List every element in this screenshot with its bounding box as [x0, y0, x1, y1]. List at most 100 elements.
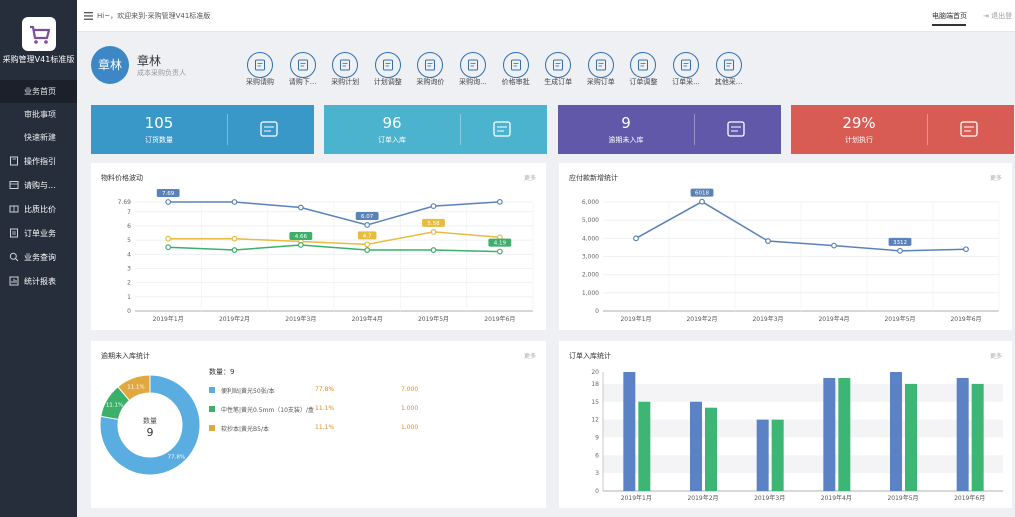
quick-action-1[interactable]: 采购请购: [239, 52, 283, 92]
quick-action-label: 请购下...: [288, 78, 317, 86]
legend-row[interactable]: 软抄本|黄光B5/本 11.1% 1.000: [209, 424, 419, 434]
data-point[interactable]: [364, 241, 371, 248]
series-line: [168, 201, 500, 226]
avatar[interactable]: 章林: [91, 46, 129, 84]
data-point[interactable]: [165, 244, 172, 251]
quick-action-4[interactable]: 计划调整: [367, 52, 411, 92]
bar[interactable]: [823, 377, 836, 491]
bar[interactable]: [771, 419, 784, 491]
donut-slice[interactable]: [117, 374, 151, 402]
legend-row[interactable]: 中性笔|黄光0.5mm（10支装）/盒 11.1% 1.000: [209, 405, 419, 415]
logout-link[interactable]: ⇥ 退出登: [983, 11, 1012, 21]
sidebar-item-guide[interactable]: 操作指引: [0, 150, 77, 173]
bar[interactable]: [756, 419, 769, 491]
icon-frame: [260, 121, 278, 137]
quick-action-7[interactable]: 价格审批: [495, 52, 539, 92]
legend-percent: 77.8%: [315, 386, 335, 393]
quick-action-circle: [673, 52, 699, 78]
stat-card-4[interactable]: 29% 计划执行: [791, 105, 1014, 154]
data-label: 6018: [695, 191, 709, 197]
data-point[interactable]: [496, 198, 503, 205]
more-link[interactable]: 更多: [523, 175, 536, 182]
x-tick-label: 2019年1月: [621, 494, 652, 502]
cart-down-icon: [297, 59, 308, 71]
x-tick-label: 2019年2月: [219, 315, 250, 323]
y-tick-label: 1: [127, 294, 131, 301]
quick-action-10[interactable]: 订单调整: [622, 52, 666, 92]
bar[interactable]: [838, 377, 851, 491]
bar[interactable]: [890, 372, 902, 491]
sidebar-item-reports[interactable]: 统计报表: [0, 270, 77, 293]
quick-action-label: 其他采...: [714, 78, 743, 86]
data-point[interactable]: [699, 198, 705, 205]
data-point[interactable]: [165, 235, 172, 242]
more-link[interactable]: 更多: [989, 353, 1002, 360]
sidebar-item-compare[interactable]: 比质比价: [0, 198, 77, 221]
data-point[interactable]: [897, 247, 903, 254]
data-point[interactable]: [496, 248, 503, 255]
legend-row[interactable]: 便利贴|黄光50张/本 77.8% 7.000: [209, 386, 419, 396]
sidebar-item-quick-create[interactable]: 快速新建: [0, 126, 77, 149]
legend-swatch: [209, 406, 215, 412]
sidebar-item-label: 业务首页: [24, 87, 56, 96]
data-point[interactable]: [430, 229, 437, 235]
inquiry-icon: [425, 59, 436, 71]
tab-pc-home[interactable]: 电脑端首页: [932, 12, 967, 20]
stat-card-2[interactable]: 96 订单入库: [324, 105, 547, 154]
grid-band: [603, 383, 1003, 402]
quick-action-label: 计划调整: [373, 78, 402, 86]
app-logo[interactable]: [22, 17, 56, 51]
data-point[interactable]: [430, 247, 437, 253]
stat-card-1[interactable]: 105 订货数量: [91, 105, 314, 154]
data-label-bg: [690, 188, 714, 197]
bar[interactable]: [638, 401, 651, 491]
bar[interactable]: [971, 383, 984, 491]
series-line: [635, 200, 967, 252]
quick-action-5[interactable]: 采购询价: [409, 52, 453, 92]
bar[interactable]: [956, 377, 969, 491]
sidebar-item-approvals[interactable]: 审批事项: [0, 103, 77, 126]
x-tick-label: 2019年6月: [484, 315, 515, 323]
data-point[interactable]: [364, 222, 371, 228]
quick-action-6[interactable]: 采购询...: [452, 52, 496, 92]
quick-action-2[interactable]: 请购下...: [282, 52, 326, 92]
data-point[interactable]: [297, 242, 304, 248]
sidebar-item-query[interactable]: 业务查询: [0, 246, 77, 269]
quick-action-11[interactable]: 订单采...: [665, 52, 709, 92]
quick-action-9[interactable]: 采购订单: [580, 52, 624, 92]
quick-action-circle: [460, 52, 486, 78]
sidebar-item-home[interactable]: 业务首页: [0, 80, 77, 103]
quick-action-label: 订单调整: [629, 78, 658, 86]
more-link[interactable]: 更多: [989, 175, 1002, 182]
data-point[interactable]: [633, 235, 639, 242]
sidebar-item-label: 审批事项: [24, 110, 56, 119]
sidebar-item-orders[interactable]: 订单业务: [0, 222, 77, 245]
stat-label: 逾期未入库: [608, 136, 644, 144]
donut-slice[interactable]: [99, 374, 201, 476]
data-point[interactable]: [364, 247, 371, 253]
data-point[interactable]: [765, 238, 771, 244]
y-tick-label: 6: [127, 223, 131, 230]
quick-action-8[interactable]: 生成订单: [537, 52, 581, 92]
data-point[interactable]: [297, 204, 304, 211]
data-point[interactable]: [165, 199, 172, 205]
quick-action-3[interactable]: 采购计划: [324, 52, 368, 92]
more-link[interactable]: 更多: [523, 353, 536, 360]
data-point[interactable]: [231, 199, 238, 205]
data-point[interactable]: [231, 235, 238, 242]
bar[interactable]: [690, 401, 702, 491]
quick-action-12[interactable]: 其他采...: [708, 52, 752, 92]
stat-value: 29%: [842, 114, 876, 132]
menu-toggle-icon[interactable]: [84, 12, 93, 20]
bar[interactable]: [623, 372, 636, 491]
data-point[interactable]: [430, 203, 437, 210]
stat-value: 96: [382, 114, 402, 132]
data-point[interactable]: [963, 246, 969, 253]
quick-action-circle: [630, 52, 657, 78]
data-point[interactable]: [231, 247, 238, 253]
bar[interactable]: [905, 383, 917, 491]
bar[interactable]: [705, 407, 717, 491]
stat-card-3[interactable]: 9 逾期未入库: [558, 105, 781, 154]
sidebar-item-requisition[interactable]: 请购与...: [0, 174, 77, 197]
data-point[interactable]: [831, 242, 837, 249]
